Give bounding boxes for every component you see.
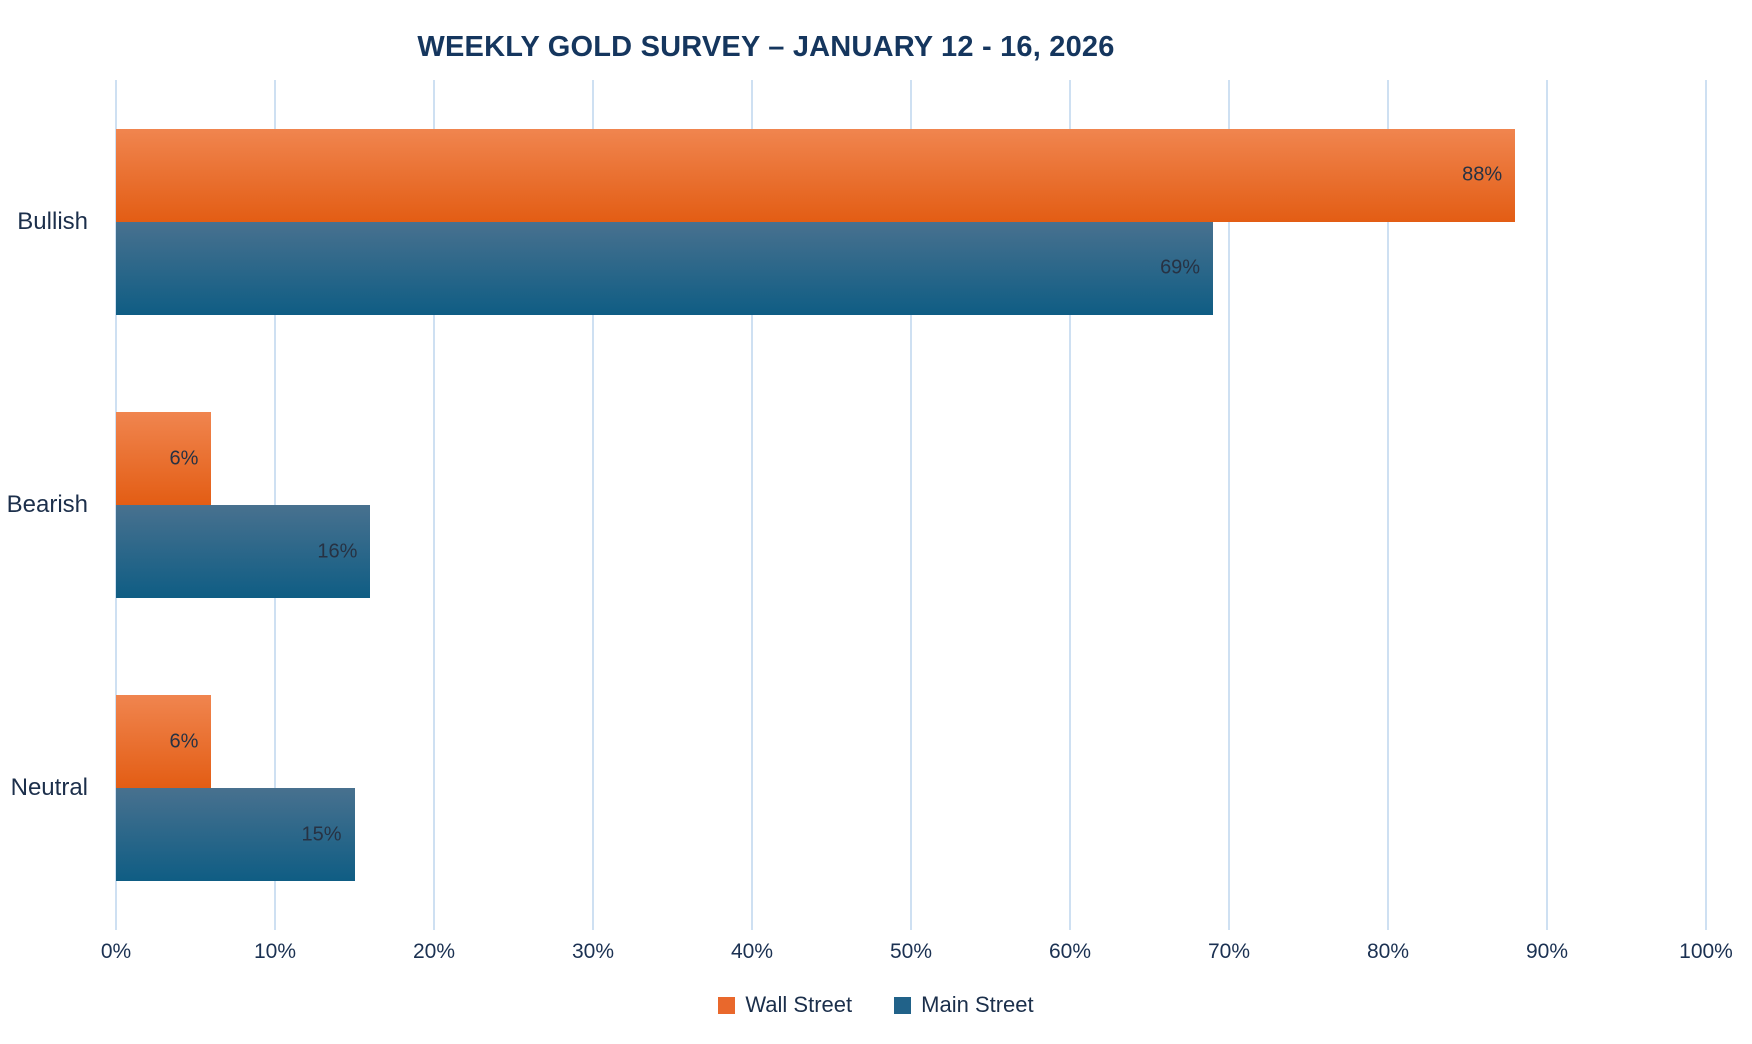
data-label-neutral-wall-street: 6%	[169, 730, 199, 753]
chart-title: WEEKLY GOLD SURVEY – JANUARY 12 - 16, 20…	[417, 31, 1115, 63]
data-label-bullish-wall-street: 88%	[1462, 163, 1503, 186]
x-tick-label-20: 20%	[412, 940, 456, 963]
category-label-bearish: Bearish	[6, 491, 88, 518]
legend-item-main-street: Main Street	[894, 992, 1034, 1018]
gridline-70	[1228, 80, 1230, 930]
bar-bullish-main-street: 69%	[116, 221, 1214, 315]
x-tick-label-50: 50%	[889, 940, 933, 963]
bar-neutral-wall-street: 6%	[116, 695, 212, 789]
gridline-50	[910, 80, 912, 930]
data-label-bearish-main-street: 16%	[317, 540, 358, 562]
gridline-60	[1069, 80, 1071, 930]
data-label-bearish-wall-street: 6%	[169, 447, 199, 469]
bar-bearish-main-street: 16%	[116, 505, 371, 598]
gridline-80	[1387, 80, 1389, 930]
gridline-40	[751, 80, 753, 930]
category-label-neutral: Neutral	[10, 774, 88, 802]
x-tick-label-90: 90%	[1525, 940, 1569, 963]
x-tick-label-80: 80%	[1366, 940, 1410, 963]
bar-bullish-wall-street: 88%	[116, 128, 1516, 222]
x-tick-label-100: 100%	[1679, 940, 1733, 963]
bar-neutral-main-street: 15%	[116, 788, 355, 882]
gridline-100	[1705, 80, 1707, 930]
x-tick-label-30: 30%	[571, 940, 615, 963]
x-tick-label-60: 60%	[1048, 940, 1092, 963]
legend-label: Main Street	[921, 992, 1034, 1017]
legend-item-wall-street: Wall Street	[718, 992, 852, 1018]
data-label-neutral-main-street: 15%	[301, 823, 342, 846]
x-tick-label-0: 0%	[100, 940, 132, 963]
x-tick-label-40: 40%	[730, 940, 774, 963]
legend-swatch-icon	[894, 996, 912, 1014]
gridline-30	[592, 80, 594, 930]
gridline-90	[1546, 80, 1548, 930]
plot-area: 88% 69% 6% 16% 6% 15%	[115, 80, 1707, 930]
value-axis: 0% 10% 20% 30% 40% 50% 60% 70% 80% 90% 100%	[101, 940, 1733, 970]
legend-swatch-icon	[718, 996, 736, 1014]
category-label-bullish: Bullish	[17, 207, 88, 235]
category-axis: Bullish Bearish Neutral	[0, 80, 88, 930]
data-label-bullish-main-street: 69%	[1160, 256, 1201, 279]
bar-bearish-wall-street: 6%	[116, 412, 212, 505]
gridline-20	[433, 80, 435, 930]
x-tick-label-70: 70%	[1207, 940, 1251, 963]
x-tick-label-10: 10%	[253, 940, 297, 963]
legend: Wall Street Main Street	[0, 992, 1752, 1018]
legend-label: Wall Street	[745, 992, 853, 1017]
